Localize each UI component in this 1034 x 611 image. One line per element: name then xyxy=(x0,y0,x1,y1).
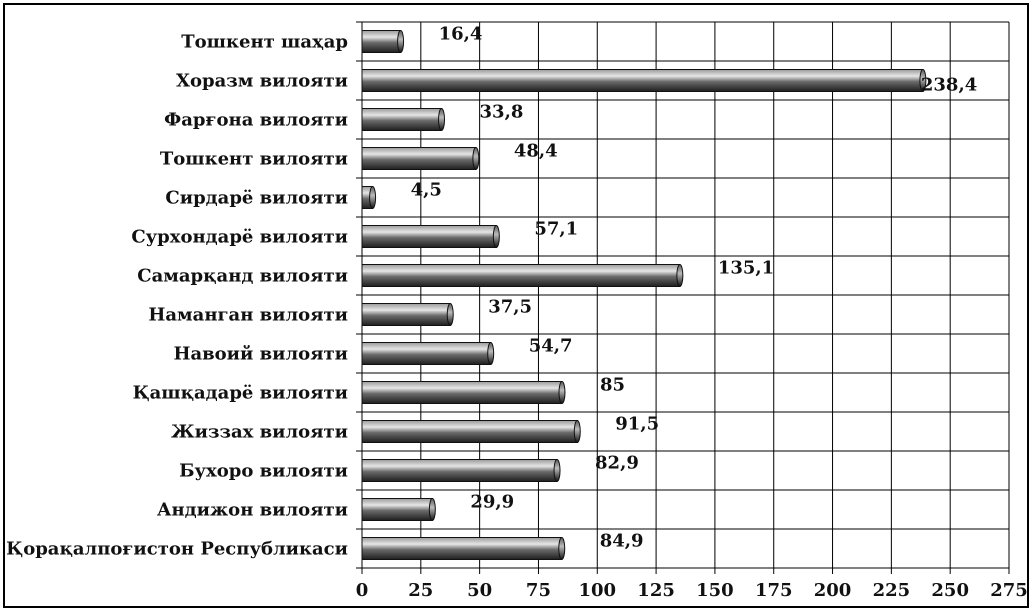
category-label: Наманган вилояти xyxy=(148,305,348,326)
bar-cap xyxy=(487,342,495,365)
value-label: 82,9 xyxy=(595,453,639,474)
bar-cap xyxy=(558,537,566,560)
bar-group xyxy=(361,264,684,287)
bar-group xyxy=(361,303,454,326)
value-label: 33,8 xyxy=(480,102,524,123)
category-label: Бухоро вилояти xyxy=(179,461,348,482)
bar-cap xyxy=(676,264,684,287)
bar-cap xyxy=(919,69,927,92)
bar-group xyxy=(361,225,500,248)
bar xyxy=(361,69,924,92)
bars xyxy=(361,30,927,560)
grid-lines xyxy=(356,21,1010,574)
bar-cap xyxy=(573,420,581,443)
category-label: Навоий вилояти xyxy=(173,344,348,365)
category-label: Жиззах вилояти xyxy=(171,422,348,443)
value-label: 16,4 xyxy=(439,24,483,45)
bar-group xyxy=(361,498,436,521)
bar-group xyxy=(361,69,927,92)
labels: 0 25 50 75 100 125 150 175 200 225 250 275 Тошкент ш… xyxy=(6,24,1028,602)
bar-group xyxy=(361,186,377,209)
bar-cap xyxy=(369,186,377,209)
x-tick-label: 50 xyxy=(467,580,492,601)
chart-frame xyxy=(3,3,1029,608)
x-tick-label: 150 xyxy=(696,580,734,601)
bar xyxy=(361,381,563,404)
bar xyxy=(361,537,563,560)
category-label: Хоразм вилояти xyxy=(176,71,348,92)
bar xyxy=(361,147,477,170)
bar-cap xyxy=(397,30,405,53)
value-label: 29,9 xyxy=(470,492,514,513)
bar xyxy=(361,420,578,443)
bar-cap xyxy=(553,459,561,482)
value-label: 4,5 xyxy=(411,180,442,201)
bar-cap xyxy=(492,225,500,248)
bar xyxy=(361,264,681,287)
bar-group xyxy=(361,381,566,404)
bar xyxy=(361,498,433,521)
bar-group xyxy=(361,459,561,482)
category-label: Қорақалпоғистон Республикаси xyxy=(6,539,348,560)
category-label: Самарқанд вилояти xyxy=(137,266,348,287)
category-label: Сирдарё вилояти xyxy=(165,188,348,209)
value-label: 84,9 xyxy=(600,531,644,552)
bar-cap xyxy=(472,147,480,170)
value-label: 238,4 xyxy=(921,75,977,96)
bar xyxy=(361,108,443,131)
x-tick-label: 200 xyxy=(814,580,852,601)
bar xyxy=(361,303,451,326)
x-tick-label: 100 xyxy=(578,580,616,601)
x-tick-label: 275 xyxy=(990,580,1028,601)
value-label: 37,5 xyxy=(488,297,532,318)
bar-cap xyxy=(558,381,566,404)
category-label: Сурхондарё вилояти xyxy=(131,227,348,248)
bar-group xyxy=(361,30,405,53)
value-label: 91,5 xyxy=(615,414,659,435)
x-tick-label: 225 xyxy=(873,580,911,601)
value-label: 85 xyxy=(600,375,625,396)
x-tick-label: 25 xyxy=(408,580,433,601)
bar xyxy=(361,30,402,53)
x-tick-label: 175 xyxy=(755,580,793,601)
value-label: 48,4 xyxy=(514,141,558,162)
x-tick-label: 0 xyxy=(356,580,369,601)
category-label: Фарғона вилояти xyxy=(164,110,348,131)
bar-group xyxy=(361,342,495,365)
x-tick-label: 75 xyxy=(526,580,551,601)
x-tick-label: 250 xyxy=(931,580,969,601)
bar-group xyxy=(361,537,566,560)
bar-cap xyxy=(438,108,446,131)
value-label: 135,1 xyxy=(718,258,774,279)
value-label: 54,7 xyxy=(529,336,573,357)
value-label: 57,1 xyxy=(534,219,578,240)
bar-group xyxy=(361,147,480,170)
bar xyxy=(361,225,497,248)
bar-group xyxy=(361,108,446,131)
bar xyxy=(361,342,492,365)
category-label: Тошкент шаҳар xyxy=(181,32,348,53)
bar-cap xyxy=(428,498,436,521)
category-label: Тошкент вилояти xyxy=(160,149,348,170)
x-tick-label: 125 xyxy=(637,580,675,601)
bar-group xyxy=(361,420,581,443)
bar-cap xyxy=(446,303,454,326)
bar xyxy=(361,459,558,482)
category-label: Қашқадарё вилояти xyxy=(133,383,348,404)
category-label: Андижон вилояти xyxy=(157,500,348,521)
